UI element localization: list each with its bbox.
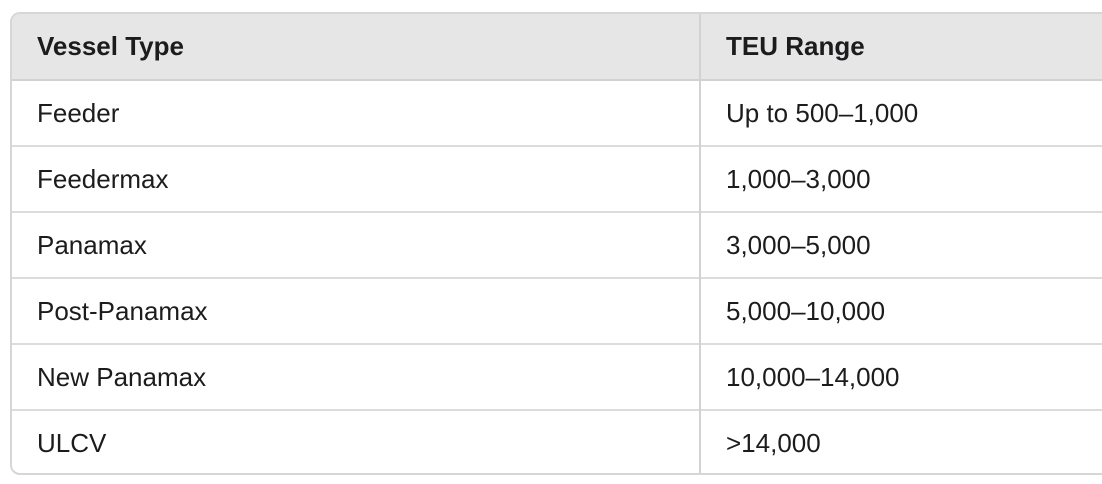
cell-vessel-type: Feedermax — [12, 146, 701, 212]
cell-teu-range: 1,000–3,000 — [726, 163, 871, 194]
table-row: Panamax 3,000–5,000 — [12, 212, 1102, 278]
cell-teu-range: 3,000–5,000 — [726, 229, 871, 260]
cell-vessel-type: New Panamax — [12, 344, 701, 410]
header-vessel-type: Vessel Type — [12, 14, 701, 81]
vessel-teu-table: Vessel Type TEU Range Feeder Up to 500–1… — [12, 14, 1102, 473]
header-row: Vessel Type TEU Range — [12, 14, 1102, 81]
table-row: Feeder Up to 500–1,000 — [12, 80, 1102, 146]
cell-vessel-type: Feeder — [12, 80, 701, 146]
table-row: ULCV >14,000 — [12, 410, 1102, 473]
cell-vessel-type: Panamax — [12, 212, 701, 278]
vessel-table-container: Vessel Type TEU Range Feeder Up to 500–1… — [10, 12, 1102, 475]
cell-vessel-type: ULCV — [12, 410, 701, 473]
header-teu-range: TEU Range — [700, 14, 1102, 81]
table-body: Feeder Up to 500–1,000 Feedermax 1,000–3… — [12, 80, 1102, 473]
table-row: Post-Panamax 5,000–10,000 — [12, 278, 1102, 344]
cell-teu-range: >14,000 — [726, 428, 821, 458]
table-row: Feedermax 1,000–3,000 — [12, 146, 1102, 212]
cell-teu-range: Up to 500–1,000 — [726, 97, 919, 128]
cell-teu-range: 5,000–10,000 — [726, 295, 886, 326]
table-row: New Panamax 10,000–14,000 — [12, 344, 1102, 410]
table-header: Vessel Type TEU Range — [12, 14, 1102, 81]
cell-vessel-type: Post-Panamax — [12, 278, 701, 344]
cell-teu-range: 10,000–14,000 — [726, 361, 900, 392]
